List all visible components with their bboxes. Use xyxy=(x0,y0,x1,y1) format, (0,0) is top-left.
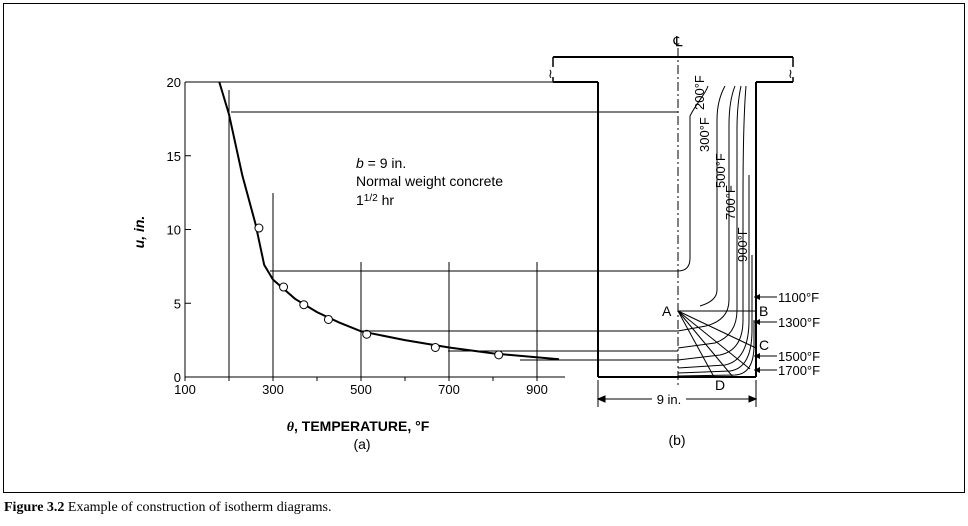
y-tick-label: 20 xyxy=(167,75,181,90)
figure-frame xyxy=(3,3,965,493)
isotherm-1100 xyxy=(677,175,750,369)
chart-annotation: b = 9 in. Normal weight concrete 11/2 hr xyxy=(356,155,503,208)
figure-caption: Figure 3.2 Example of construction of is… xyxy=(4,500,332,515)
point-d-label: D xyxy=(715,377,725,393)
isotherm-700 xyxy=(677,85,742,349)
projection-lines xyxy=(185,81,678,361)
svg-text:300°F: 300°F xyxy=(697,117,712,152)
x-tick-label: 900 xyxy=(526,382,548,397)
svg-text:1700°F: 1700°F xyxy=(778,363,820,378)
isotherm-curves xyxy=(677,85,755,377)
svg-text:11/2 hr: 11/2 hr xyxy=(356,192,394,208)
data-points xyxy=(254,223,504,360)
data-point xyxy=(362,329,372,339)
isotherm-1300 xyxy=(677,255,753,374)
svg-text:500°F: 500°F xyxy=(713,153,728,188)
isotherm-200 xyxy=(677,85,709,272)
width-label: 9 in. xyxy=(657,392,682,407)
isotherm-labels-horizontal: 1100°F 1300°F 1500°F 1700°F xyxy=(754,290,820,378)
beam-section xyxy=(552,56,794,378)
break-symbol-right: ≀ xyxy=(788,66,793,81)
svg-text:200°F: 200°F xyxy=(692,75,707,110)
centerline-symbol: ℄ xyxy=(673,33,683,49)
x-tick-label: 300 xyxy=(262,382,284,397)
y-axis-label: u, in. xyxy=(131,216,147,249)
panel-a-label: (a) xyxy=(353,436,370,452)
data-point xyxy=(323,314,333,324)
break-symbol-left: ≀ xyxy=(548,66,553,81)
svg-text:1300°F: 1300°F xyxy=(778,315,820,330)
construction-lines xyxy=(677,310,757,378)
y-tick-label: 10 xyxy=(167,223,181,238)
x-tick-label: 100 xyxy=(174,382,196,397)
fitted-curve xyxy=(218,81,560,361)
x-tick-label: 500 xyxy=(350,382,372,397)
point-c-label: C xyxy=(759,337,769,353)
y-tick-label: 15 xyxy=(167,149,181,164)
svg-text:Normal weight concrete: Normal weight concrete xyxy=(356,173,503,189)
y-tick-label: 0 xyxy=(174,370,181,385)
panel-b-label: (b) xyxy=(668,432,685,448)
data-point xyxy=(254,223,264,233)
data-point xyxy=(279,282,289,292)
data-point xyxy=(299,300,309,310)
svg-text:900°F: 900°F xyxy=(735,227,750,262)
chart-axes xyxy=(184,82,565,378)
data-point xyxy=(494,350,504,360)
isotherm-300 xyxy=(699,85,726,307)
y-axis-ticks: 0 5 10 15 20 xyxy=(167,75,191,385)
x-axis-label: θ, TEMPERATURE, °F xyxy=(287,418,430,435)
y-tick-label: 5 xyxy=(174,296,181,311)
point-b-label: B xyxy=(759,303,768,319)
svg-text:1500°F: 1500°F xyxy=(778,349,820,364)
isotherm-labels-vertical: 200°F 300°F 500°F 700°F 900°F xyxy=(692,75,750,262)
svg-text:700°F: 700°F xyxy=(723,185,738,220)
width-dimension xyxy=(596,380,758,407)
data-point xyxy=(430,343,440,352)
point-labels: A B C D xyxy=(662,303,769,393)
svg-text:b = 9 in.: b = 9 in. xyxy=(356,155,406,171)
isotherm-1500 xyxy=(677,320,755,377)
isotherm-500 xyxy=(677,85,736,332)
guide-lines xyxy=(228,90,538,377)
isotherm-900 xyxy=(677,85,747,361)
x-axis-ticks: 100 300 500 700 900 xyxy=(174,377,548,397)
point-a-label: A xyxy=(662,303,672,319)
x-tick-label: 700 xyxy=(438,382,460,397)
svg-text:1100°F: 1100°F xyxy=(778,290,819,305)
